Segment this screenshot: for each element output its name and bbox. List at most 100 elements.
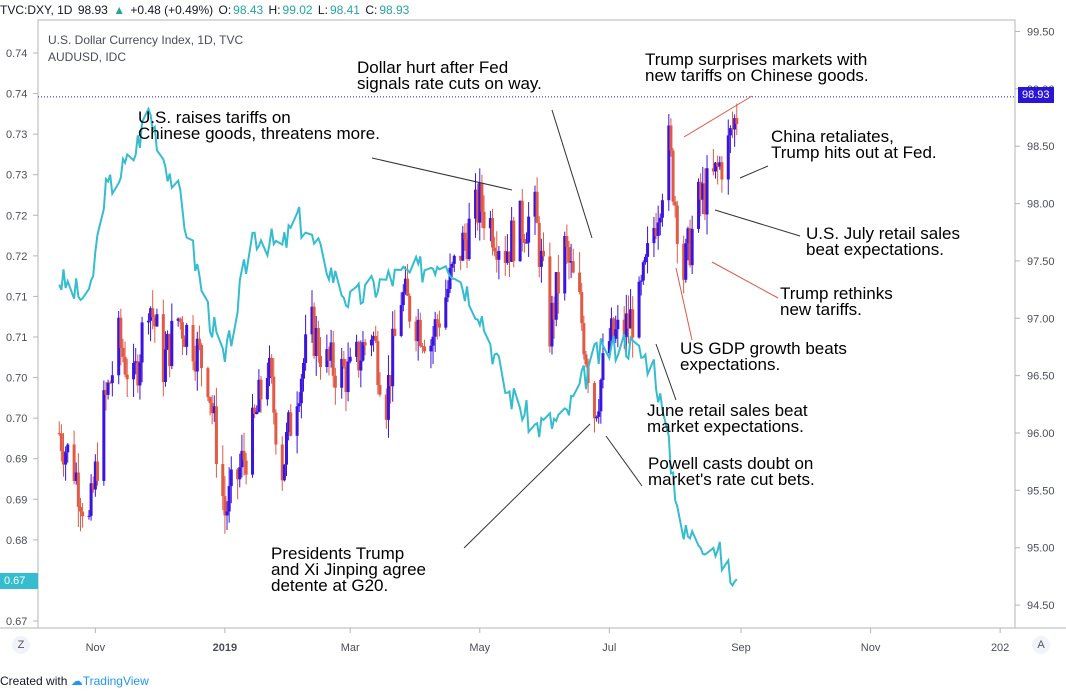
candle-body xyxy=(705,168,709,215)
candle-body xyxy=(565,235,569,248)
candle-body xyxy=(637,281,641,338)
high-value: 99.02 xyxy=(282,3,313,17)
candle-body xyxy=(580,291,584,324)
x-tick-label: Nov xyxy=(861,642,881,654)
left-tick-label: 0.73 xyxy=(6,129,27,141)
candle-body xyxy=(155,314,159,327)
candle-body xyxy=(508,251,512,262)
candle-body xyxy=(718,162,722,167)
candle-body xyxy=(64,452,68,465)
candle-body xyxy=(301,362,305,379)
candle-body xyxy=(567,247,571,263)
candle-body xyxy=(193,361,197,372)
candle-body xyxy=(299,378,303,404)
candle-body xyxy=(527,216,531,243)
candle-body xyxy=(59,433,63,452)
open-value: 98.43 xyxy=(233,3,264,17)
candle-body xyxy=(272,376,276,413)
chart-legend: U.S. Dollar Currency Index, 1D, TVC AUDU… xyxy=(48,32,243,66)
candle-body xyxy=(76,472,80,508)
auto-scale-button[interactable]: A xyxy=(1032,636,1050,654)
annotation-pointer xyxy=(714,209,801,237)
annotation-pointer xyxy=(463,423,591,549)
candle-body xyxy=(414,321,418,342)
candle-body xyxy=(448,267,452,289)
left-scale-button[interactable]: Z xyxy=(12,636,30,654)
candle-body xyxy=(183,338,187,347)
candle-body xyxy=(711,168,715,172)
symbol-label[interactable]: TVC:DXY, 1D xyxy=(0,3,73,17)
candle-body xyxy=(597,411,601,417)
candle-body xyxy=(386,375,390,420)
low-label: L: xyxy=(317,3,328,17)
annotation-new-tariffs: Trump surprises markets with new tariffs… xyxy=(645,50,869,85)
candle-body xyxy=(355,341,359,357)
candle-body xyxy=(467,218,471,260)
candle-body xyxy=(626,313,630,329)
left-tick-label: 0.70 xyxy=(6,413,27,425)
candle-body xyxy=(584,354,588,365)
chart-canvas[interactable]: 99.5099.0098.5098.0097.5097.0096.5096.00… xyxy=(0,0,1066,670)
candle-body xyxy=(74,472,78,482)
candle-body xyxy=(686,228,690,244)
candle-body xyxy=(206,368,210,398)
tradingview-logo-icon[interactable]: ☁ xyxy=(70,674,83,688)
candle-body xyxy=(601,353,605,381)
candle-body xyxy=(191,324,195,362)
left-tick-label: 0.70 xyxy=(6,373,27,385)
candle-body xyxy=(537,222,541,267)
x-tick-label: 2019 xyxy=(213,642,237,654)
candle-body xyxy=(465,239,469,260)
candle-body xyxy=(227,486,231,512)
candle-body xyxy=(639,280,643,282)
x-tick-label: Nov xyxy=(86,642,106,654)
candle-body xyxy=(374,335,378,342)
candle-body xyxy=(214,406,218,465)
candle-body xyxy=(539,250,543,267)
candle-body xyxy=(423,346,427,352)
candle-body xyxy=(505,251,509,263)
candle-body xyxy=(151,308,155,318)
candle-body xyxy=(125,374,129,380)
candle-body xyxy=(444,297,448,328)
candle-body xyxy=(688,228,692,266)
candle-body xyxy=(437,323,441,328)
annotation-trump-rethinks: Trump rethinks new tariffs. xyxy=(780,284,893,319)
candle-body xyxy=(244,460,248,475)
high-label: H: xyxy=(268,3,281,17)
annotation-fed-rate-cuts: Dollar hurt after Fed signals rate cuts … xyxy=(357,58,542,93)
right-tick-label: 97.50 xyxy=(1027,256,1055,268)
candle-body xyxy=(533,191,537,217)
candle-body xyxy=(690,228,694,266)
annotation-china-retaliates: China retaliates, Trump hits out at Fed. xyxy=(771,127,937,162)
candle-body xyxy=(287,412,291,432)
candle-body xyxy=(95,461,99,481)
candle-body xyxy=(170,320,174,367)
annotation-june-retail: June retail sales beat market expectatio… xyxy=(647,401,808,436)
candle-body xyxy=(495,251,499,260)
candle-body xyxy=(510,220,514,262)
candle-body xyxy=(104,390,108,395)
candle-body xyxy=(212,406,216,414)
candle-body xyxy=(200,344,204,369)
candle-body xyxy=(520,200,524,239)
candle-body xyxy=(342,358,346,367)
legend-dxy[interactable]: U.S. Dollar Currency Index, 1D, TVC xyxy=(48,33,244,47)
candle-body xyxy=(348,356,352,362)
candle-body xyxy=(197,338,201,345)
candle-body xyxy=(420,346,424,348)
candle-body xyxy=(318,356,322,367)
candle-body xyxy=(463,232,467,240)
candle-body xyxy=(728,128,732,136)
candle-body xyxy=(81,511,85,517)
right-tick-label: 94.50 xyxy=(1027,600,1055,612)
candle-body xyxy=(418,319,422,347)
legend-audusd[interactable]: AUDUSD, IDC xyxy=(48,50,127,64)
candle-body xyxy=(153,317,157,327)
candle-body xyxy=(369,339,373,346)
candle-body xyxy=(327,349,331,361)
candle-body xyxy=(429,345,433,352)
tradingview-brand[interactable]: TradingView xyxy=(82,674,149,688)
candle-body xyxy=(641,262,645,281)
candle-body xyxy=(391,328,395,387)
